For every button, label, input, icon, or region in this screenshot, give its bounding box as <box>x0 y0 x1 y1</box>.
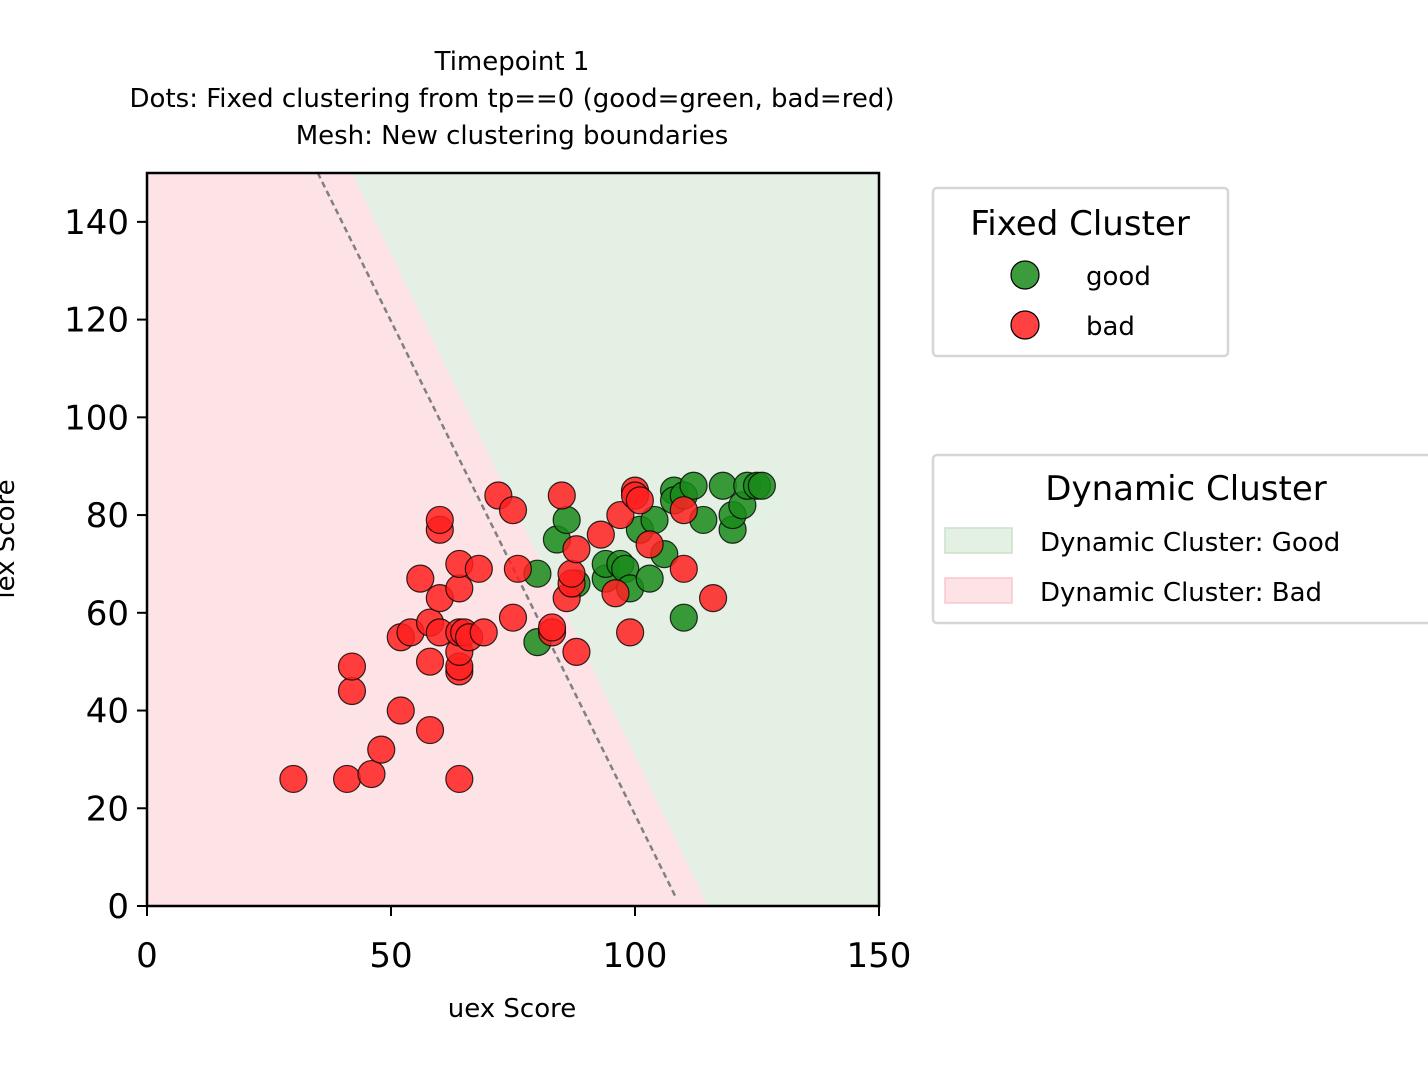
legend-dynamic-title: Dynamic Cluster <box>1045 469 1326 509</box>
point-good <box>669 603 698 632</box>
point-bad <box>601 579 630 608</box>
legend-fixed-title: Fixed Cluster <box>970 204 1190 244</box>
y-tick-label: 80 <box>86 496 129 536</box>
y-tick-label: 40 <box>86 692 129 732</box>
point-bad <box>503 554 532 583</box>
title-line-2: Dots: Fixed clustering from tp==0 (good=… <box>130 84 895 114</box>
point-bad <box>606 500 635 530</box>
point-bad <box>562 535 591 564</box>
point-bad <box>445 764 474 794</box>
point-good <box>747 471 776 500</box>
chart-title: Timepoint 1 Dots: Fixed clustering from … <box>130 47 895 151</box>
point-bad <box>557 559 586 588</box>
point-bad <box>279 764 308 794</box>
point-bad <box>635 530 664 559</box>
point-bad <box>586 520 615 549</box>
legend-label-good: good <box>1086 262 1151 292</box>
point-good <box>552 505 581 535</box>
x-tick-label: 0 <box>136 936 158 976</box>
title-line-3: Mesh: New clustering boundaries <box>296 121 729 151</box>
legend-marker-good <box>1010 260 1040 290</box>
point-bad <box>337 652 367 681</box>
x-tick-label: 100 <box>603 936 668 976</box>
y-axis-label: iex Score <box>0 479 21 598</box>
legend-swatch-dynamic-bad <box>944 577 1013 604</box>
point-bad <box>367 735 396 764</box>
plot-frame <box>145 171 881 908</box>
legend-dynamic-cluster: Dynamic Cluster Dynamic Cluster: Good Dy… <box>931 453 1428 625</box>
point-bad <box>669 496 698 525</box>
point-bad <box>337 676 367 706</box>
point-bad <box>547 481 576 510</box>
point-bad <box>415 647 445 676</box>
point-good <box>679 471 708 500</box>
y-tick-label: 140 <box>64 203 129 243</box>
title-line-1: Timepoint 1 <box>434 47 590 77</box>
boundary-line <box>316 173 678 900</box>
point-bad <box>332 764 362 794</box>
point-bad <box>469 618 498 647</box>
x-axis-ticks: 0 50 100 150 <box>136 906 911 976</box>
y-axis-ticks: 0 20 40 60 80 100 120 140 <box>64 203 147 927</box>
legend-marker-bad <box>1010 310 1040 340</box>
point-bad <box>698 584 728 613</box>
point-bad <box>415 715 445 745</box>
point-bad <box>498 496 528 525</box>
y-tick-label: 120 <box>64 301 129 341</box>
y-tick-label: 0 <box>107 887 129 927</box>
point-bad <box>386 696 415 725</box>
legend-label-bad: bad <box>1086 312 1135 342</box>
legend-fixed-cluster: Fixed Cluster good bad <box>931 186 1230 358</box>
plot-area: 0 50 100 150 0 20 40 60 80 100 120 140 <box>64 171 911 976</box>
legend-dynamic-frame <box>931 453 1428 625</box>
point-bad <box>625 486 654 515</box>
legend-label-dynamic-good: Dynamic Cluster: Good <box>1040 528 1340 558</box>
x-tick-label: 50 <box>369 936 412 976</box>
point-bad <box>406 564 435 593</box>
mesh-region-good <box>351 173 879 906</box>
point-bad <box>498 603 528 632</box>
point-bad <box>445 574 474 603</box>
y-tick-label: 60 <box>86 594 129 634</box>
point-bad <box>562 637 591 666</box>
x-axis-label: uex Score <box>448 994 577 1024</box>
boundary-layer <box>316 173 678 900</box>
scatter-points <box>279 471 776 794</box>
point-good <box>708 471 737 500</box>
point-bad <box>464 554 493 583</box>
point-bad <box>537 613 567 642</box>
point-good <box>635 564 664 593</box>
y-tick-label: 20 <box>86 789 129 829</box>
point-bad <box>357 759 386 789</box>
point-bad <box>425 505 454 535</box>
point-bad <box>669 554 698 583</box>
legend-swatch-dynamic-good <box>944 527 1013 554</box>
mesh-regions <box>147 173 879 906</box>
point-bad <box>616 618 645 647</box>
x-tick-label: 150 <box>847 936 912 976</box>
y-tick-label: 100 <box>64 398 129 438</box>
legend-label-dynamic-bad: Dynamic Cluster: Bad <box>1040 578 1322 608</box>
mesh-region-bad <box>147 173 709 906</box>
legend-fixed-frame <box>931 186 1230 358</box>
